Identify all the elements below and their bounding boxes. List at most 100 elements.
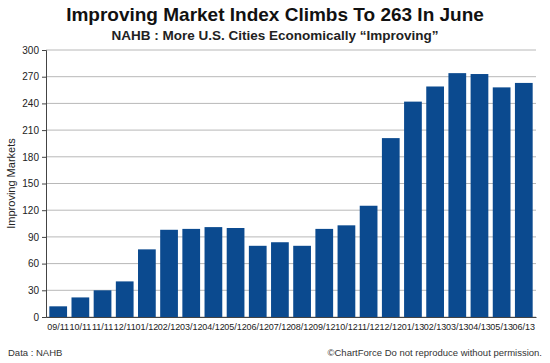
tick-mark [42, 77, 46, 78]
tick-mark [42, 130, 46, 131]
tick-label: 240 [22, 98, 39, 109]
chart: Improving Market Index Climbs To 263 In … [0, 0, 550, 363]
tick-label: 60 [28, 258, 40, 269]
tick: 60 [28, 258, 46, 269]
tick: 09/12 [313, 317, 336, 332]
tick: 120 [22, 205, 46, 216]
tick: 05/13 [490, 317, 513, 332]
bar [271, 242, 289, 317]
title: Improving Market Index Climbs To 263 In … [66, 4, 484, 25]
tick: 06/13 [513, 317, 536, 332]
bar [227, 228, 245, 317]
tick-label: 30 [28, 285, 40, 296]
bar [338, 225, 356, 317]
tick: 01/12 [136, 317, 159, 332]
tick-label: 06/12 [246, 322, 269, 332]
subtitle: NAHB : More U.S. Cities Economically “Im… [111, 28, 438, 43]
tick-mark [42, 317, 46, 318]
tick: 08/12 [291, 317, 314, 332]
bar [426, 86, 444, 317]
tick: 11/12 [358, 317, 380, 332]
tick: 03/12 [180, 317, 203, 332]
bar [138, 249, 156, 317]
tick: 03/13 [446, 317, 469, 332]
tick-mark [42, 50, 46, 51]
tick-label: 10/12 [335, 322, 358, 332]
tick: 30 [28, 285, 46, 296]
bar [515, 83, 533, 317]
bar [49, 306, 67, 317]
tick-label: 270 [22, 71, 39, 82]
tick-label: 03/13 [446, 322, 469, 332]
tick: 10/12 [335, 317, 358, 332]
tick: 10/11 [69, 317, 91, 332]
tick: 12/11 [114, 317, 136, 332]
bar [293, 246, 311, 317]
x-axis: 09/1110/1111/1112/1101/1202/1203/1204/12… [47, 317, 537, 332]
plot: 030609012015018021024027030009/1110/1111… [22, 45, 536, 332]
tick-label: 10/11 [69, 322, 91, 332]
axis-line [42, 51, 47, 318]
tick-label: 90 [28, 232, 40, 243]
tick: 12/12 [380, 317, 403, 332]
bar [315, 229, 333, 317]
bar [404, 102, 422, 317]
tick-label: 05/13 [490, 322, 513, 332]
tick-label: 02/13 [424, 322, 447, 332]
tick-label: 01/12 [136, 322, 159, 332]
bars [49, 73, 532, 317]
axis-line [47, 317, 537, 318]
bar [493, 87, 511, 317]
tick-label: 09/11 [47, 322, 69, 332]
tick-mark [42, 184, 46, 185]
bar [205, 227, 223, 317]
y-axis-title: Improving Markets [5, 138, 17, 229]
tick: 11/11 [92, 317, 113, 332]
tick-mark [42, 210, 46, 211]
tick-mark [42, 237, 46, 238]
bar [448, 73, 466, 317]
tick: 02/12 [158, 317, 181, 332]
annotation: Data : NAHB [8, 347, 62, 358]
tick: 01/13 [402, 317, 425, 332]
tick-label: 300 [22, 45, 39, 56]
tick: 0 [33, 312, 46, 323]
y-axis: 0306090120150180210240270300 [22, 45, 46, 323]
bar [471, 74, 489, 317]
tick: 06/12 [246, 317, 269, 332]
tick-label: 02/12 [158, 322, 181, 332]
grid [46, 50, 536, 317]
tick-label: 09/12 [313, 322, 336, 332]
tick: 04/12 [202, 317, 225, 332]
tick-label: 12/11 [114, 322, 136, 332]
bar [360, 206, 378, 317]
tick: 02/13 [424, 317, 447, 332]
tick: 270 [22, 71, 46, 82]
bar [116, 281, 134, 317]
tick-label: 12/12 [380, 322, 403, 332]
tick-label: 04/13 [468, 322, 491, 332]
tick-label: 03/12 [180, 322, 203, 332]
tick-label: 07/12 [269, 322, 292, 332]
bar [249, 246, 267, 317]
tick-label: 04/12 [202, 322, 225, 332]
grid-line [46, 50, 536, 51]
tick: 04/13 [468, 317, 491, 332]
tick: 09/11 [47, 317, 69, 332]
tick-label: 11/12 [358, 322, 380, 332]
tick-mark [42, 157, 46, 158]
tick: 90 [28, 232, 46, 243]
tick: 210 [22, 125, 46, 136]
bar [160, 230, 178, 317]
tick-mark [42, 290, 46, 291]
tick-mark [42, 264, 46, 265]
bar [94, 290, 112, 317]
bar [182, 229, 200, 317]
tick: 05/12 [224, 317, 247, 332]
tick-label: 150 [22, 178, 39, 189]
background [0, 0, 550, 363]
bar [382, 138, 400, 317]
tick-label: 11/11 [92, 322, 113, 332]
tick-label: 01/13 [402, 322, 425, 332]
tick-label: 210 [22, 125, 39, 136]
